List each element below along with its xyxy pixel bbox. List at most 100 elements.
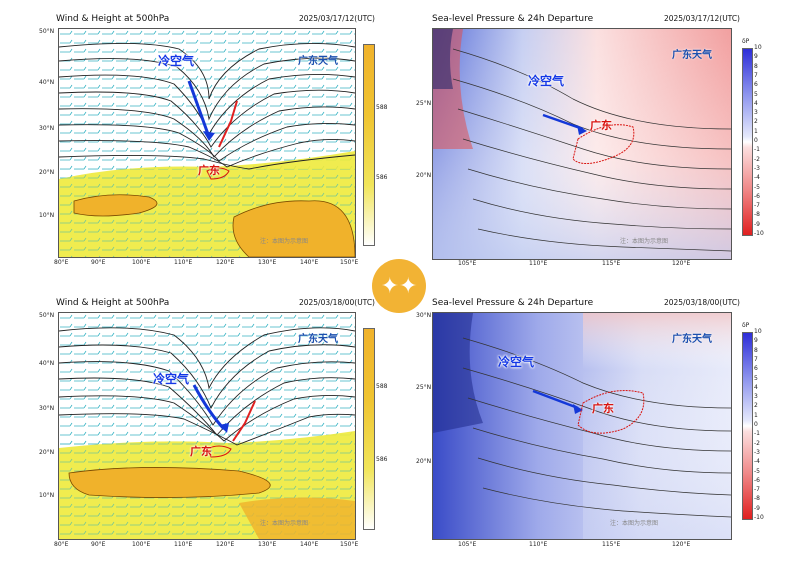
panel-500hpa-1: Wind & Height at 500hPa 2025/03/17/12(UT… (28, 14, 387, 266)
colorbar-tick: 3 (754, 109, 758, 117)
panel-title: Sea-level Pressure & 24h Departure (432, 14, 594, 24)
trough-line (232, 400, 256, 442)
subtropical-high-west (73, 194, 158, 217)
colorbar-tick: -8 (754, 211, 760, 219)
lat-label: 10°N (39, 492, 55, 499)
isobars (452, 48, 731, 252)
cold-air-label: 冷空气 (498, 355, 535, 369)
sparkle-icon: ✦✦ (372, 259, 426, 313)
colorbar-tick: -8 (754, 495, 760, 503)
colorbar-tick: -3 (754, 164, 760, 172)
guangdong-label: 广东 (198, 164, 220, 177)
colorbar-tick: 9 (754, 337, 758, 345)
height-contours (59, 327, 355, 446)
lon-label: 120°E (216, 541, 235, 548)
lon-label: 150°E (340, 541, 359, 548)
colorbar (742, 48, 753, 236)
subtropical-high (68, 467, 271, 498)
height-contours (59, 43, 355, 170)
colorbar-tick: -6 (754, 192, 760, 200)
guangdong-weather-logo: 广东天气 (298, 334, 338, 345)
panel-title: Wind & Height at 500hPa (56, 298, 170, 308)
colorbar (742, 332, 753, 520)
colorbar-tick: 0 (754, 137, 758, 144)
note-text: 注：本图为示意图 (620, 238, 669, 245)
lat-label: 30°N (39, 125, 55, 132)
colorbar-tick: -10 (754, 230, 764, 237)
colorbar-tick: -6 (754, 476, 760, 484)
guangdong-label: 广东 (590, 119, 612, 132)
cold-air-label: 冷空气 (153, 372, 190, 386)
lon-label: 120°E (672, 541, 691, 548)
colorbar (363, 44, 375, 246)
lat-label: 30°N (39, 405, 55, 412)
lon-label: 140°E (300, 259, 319, 266)
panel-date: 2025/03/17/12(UTC) (663, 14, 740, 23)
colorbar-tick: 2 (754, 118, 758, 126)
lon-label: 130°E (258, 541, 277, 548)
guangdong-label: 广东 (592, 402, 614, 415)
colorbar-tick: 1 (754, 127, 758, 135)
lon-label: 110°E (174, 259, 193, 266)
cold-air-label: 冷空气 (528, 74, 565, 88)
colorbar-tick: -1 (754, 430, 760, 438)
lon-label: 120°E (216, 259, 235, 266)
isobars (462, 337, 731, 518)
colorbar-tick: 10 (754, 44, 762, 51)
colorbar-tick: -5 (754, 467, 760, 475)
lat-label: 10°N (39, 212, 55, 219)
panel-date: 2025/03/18/00(UTC) (298, 298, 375, 307)
colorbar-tick: -4 (754, 458, 760, 466)
map-plot-500hpa (58, 28, 356, 258)
colorbar-tick: 4 (754, 99, 758, 107)
colorbar-tick: -3 (754, 448, 760, 456)
lat-label: 40°N (39, 79, 55, 86)
panel-date: 2025/03/17/12(UTC) (298, 14, 375, 23)
colorbar-tick: -10 (754, 514, 764, 521)
colorbar-tick: -2 (754, 439, 760, 447)
colorbar-tick: 3 (754, 393, 758, 401)
cold-air-label: 冷空气 (158, 54, 195, 68)
colorbar-tick: 586 (376, 456, 388, 463)
trough-line (218, 100, 238, 148)
note-text: 注：本图为示意图 (610, 520, 659, 527)
panel-title: Sea-level Pressure & 24h Departure (432, 298, 594, 308)
panel-title: Wind & Height at 500hPa (56, 14, 170, 24)
lon-label: 100°E (132, 259, 151, 266)
lon-label: 130°E (258, 259, 277, 266)
map-svg (59, 313, 355, 539)
lat-label: 20°N (39, 169, 55, 176)
colorbar (363, 328, 375, 530)
lon-label: 140°E (300, 541, 319, 548)
panel-slp-2: Sea-level Pressure & 24h Departure 2025/… (410, 298, 780, 548)
lon-label: 120°E (672, 260, 691, 267)
colorbar-tick: -7 (754, 202, 760, 210)
lon-label: 105°E (458, 541, 477, 548)
map-plot-500hpa (58, 312, 356, 540)
colorbar-tick: 10 (754, 328, 762, 335)
colorbar-tick: 586 (376, 174, 388, 181)
map-svg (433, 313, 731, 539)
guangdong-weather-logo: 广东天气 (298, 56, 338, 67)
lat-label: 30°N (416, 312, 432, 319)
lat-label: 50°N (39, 312, 55, 319)
colorbar-tick: 8 (754, 346, 758, 354)
lon-label: 110°E (529, 260, 548, 267)
lon-label: 100°E (132, 541, 151, 548)
lat-label: 20°N (416, 458, 432, 465)
colorbar-tick: 8 (754, 62, 758, 70)
colorbar-title: δP (742, 38, 750, 45)
colorbar-tick: 7 (754, 71, 758, 79)
lon-label: 115°E (602, 260, 621, 267)
lon-label: 90°E (91, 259, 106, 266)
colorbar-tick: 588 (376, 104, 388, 111)
cold-air-arrow (532, 389, 579, 410)
colorbar-tick: 7 (754, 355, 758, 363)
guangdong-label: 广东 (190, 445, 212, 458)
panel-slp-1: Sea-level Pressure & 24h Departure 2025/… (410, 14, 780, 267)
lon-label: 80°E (54, 541, 69, 548)
lat-label: 40°N (39, 360, 55, 367)
colorbar-tick: 0 (754, 421, 758, 428)
colorbar-tick: 6 (754, 81, 758, 89)
colorbar-tick: 5 (754, 90, 758, 98)
